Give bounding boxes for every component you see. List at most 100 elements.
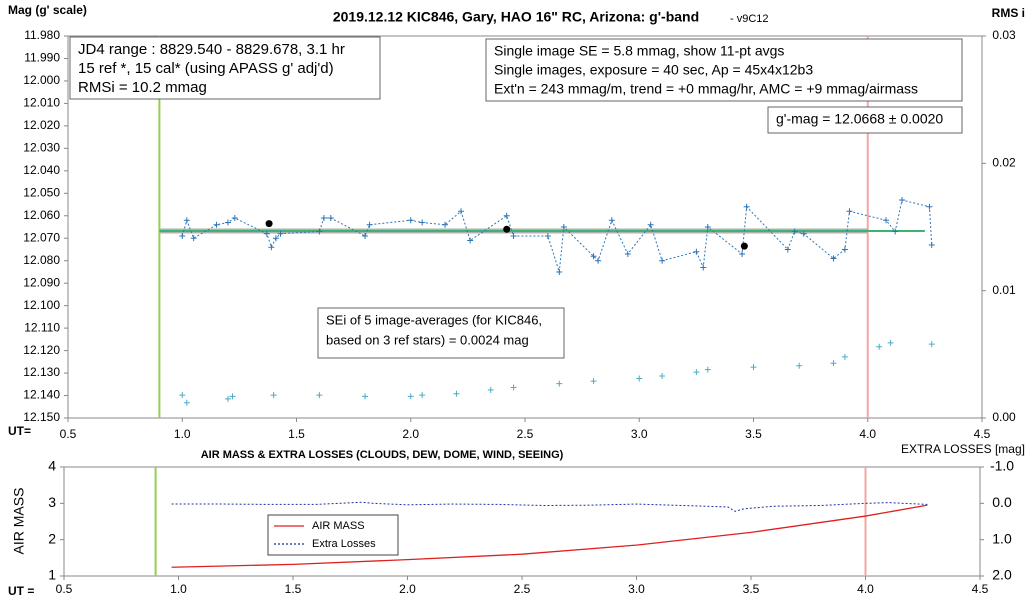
data-point (544, 232, 551, 239)
x-axis-title: UT= (8, 424, 31, 438)
data-point (841, 246, 848, 253)
data-point (590, 378, 597, 385)
y-tick-label: 12.000 (23, 73, 60, 87)
y-tick-label: 11.990 (24, 51, 60, 65)
data-point (442, 221, 449, 228)
annotation-text: Single images, exposure = 40 sec, Ap = 4… (494, 62, 813, 78)
x-tick-label: 1.0 (174, 427, 191, 441)
data-point (892, 228, 899, 235)
x-tick-label: 3.5 (745, 427, 762, 441)
data-point (458, 208, 465, 215)
x-tick-label: 3.0 (628, 582, 645, 596)
x-tick-label: 2.5 (517, 427, 534, 441)
x-tick-label: 4.0 (857, 582, 874, 596)
annotation-text: 15 ref *, 15 cal* (using APASS g' adj'd) (78, 60, 334, 77)
data-point (659, 257, 666, 264)
data-point (316, 392, 323, 399)
annotation-box (767, 106, 963, 134)
y-tick-label: 12.080 (23, 253, 60, 267)
data-point (487, 386, 494, 393)
data-point (503, 212, 510, 219)
data-point (876, 343, 883, 350)
annotation-text: Single image SE = 5.8 mmag, show 11-pt a… (494, 43, 784, 59)
data-point (231, 215, 238, 222)
y-tick-label: 12.150 (23, 410, 60, 424)
data-point (419, 392, 426, 399)
data-point (693, 369, 700, 376)
annotation-box (485, 38, 963, 102)
chart-subtitle: - v9C12 (730, 13, 769, 25)
data-point (224, 219, 231, 226)
annotation-text: Ext'n = 243 mmag/m, trend = +0 mmag/hr, … (494, 81, 918, 97)
annotation-text: SEi of 5 image-averages (for KIC846, (326, 312, 542, 327)
y-axis-title: AIR MASS (11, 488, 27, 555)
legend-box (267, 514, 399, 556)
data-point (327, 215, 334, 222)
data-point (270, 392, 277, 399)
y-tick-label: 12.120 (23, 343, 60, 357)
data-point (362, 232, 369, 239)
data-point (510, 232, 517, 239)
x-tick-label: 4.5 (972, 582, 989, 596)
y-tick-label: 12.110 (24, 320, 60, 334)
data-point (883, 217, 890, 224)
data-point (926, 203, 933, 210)
data-point (693, 248, 700, 255)
x-axis-title: UT = (8, 584, 34, 598)
data-point (229, 393, 236, 400)
legend-label: AIR MASS (312, 520, 365, 532)
data-point (407, 393, 414, 400)
data-point (791, 228, 798, 235)
data-point (560, 224, 567, 230)
average-point (740, 242, 748, 250)
data-point (841, 353, 848, 360)
data-point (362, 393, 369, 400)
average-point (503, 225, 511, 233)
data-point (796, 362, 803, 369)
y-tick-label: 12.070 (23, 230, 60, 244)
x-tick-label: 4.5 (974, 427, 991, 441)
chart-title: 2019.12.12 KIC846, Gary, HAO 16" RC, Ari… (333, 9, 699, 25)
data-point (556, 268, 563, 275)
data-point (183, 399, 190, 406)
y2-tick-label: 0.02 (992, 156, 1016, 170)
x-tick-label: 3.5 (743, 582, 760, 596)
x-tick-label: 3.0 (631, 427, 648, 441)
x-tick-label: 1.5 (288, 427, 305, 441)
y-tick-label: 1 (48, 567, 56, 583)
y-tick-label: 12.100 (23, 298, 60, 312)
annotation-box (317, 307, 565, 359)
data-point (213, 221, 220, 228)
y2-tick-label: 0.00 (992, 410, 1016, 424)
data-point (179, 392, 186, 399)
y2-axis-title: RMS i (992, 6, 1025, 20)
data-point (179, 232, 186, 239)
data-point (595, 257, 602, 264)
y-tick-label: 12.140 (23, 388, 60, 402)
x-tick-label: 2.0 (399, 582, 416, 596)
x-tick-label: 4.0 (859, 427, 876, 441)
y2-tick-label: 0.03 (992, 28, 1016, 42)
data-point (700, 264, 707, 271)
x-tick-label: 1.5 (285, 582, 302, 596)
annotation-text: RMSi = 10.2 mmag (78, 79, 207, 96)
data-point (899, 197, 906, 204)
data-point (704, 366, 711, 373)
data-point (784, 246, 791, 253)
annotation-text: JD4 range : 8829.540 - 8829.678, 3.1 hr (78, 41, 345, 58)
data-point (556, 380, 563, 387)
x-tick-label: 1.0 (170, 582, 187, 596)
data-point (224, 395, 231, 402)
data-point (263, 230, 270, 237)
data-point (277, 230, 284, 237)
data-point (830, 360, 837, 367)
y-tick-label: 12.130 (23, 365, 60, 379)
data-point (750, 364, 757, 371)
y-axis-title: Mag (g' scale) (8, 3, 87, 17)
y2-tick-label: 0.0 (992, 494, 1012, 510)
y2-tick-label: 1.0 (992, 530, 1012, 546)
y-tick-label: 12.090 (23, 275, 60, 289)
data-point (419, 219, 426, 226)
data-point (590, 253, 597, 260)
